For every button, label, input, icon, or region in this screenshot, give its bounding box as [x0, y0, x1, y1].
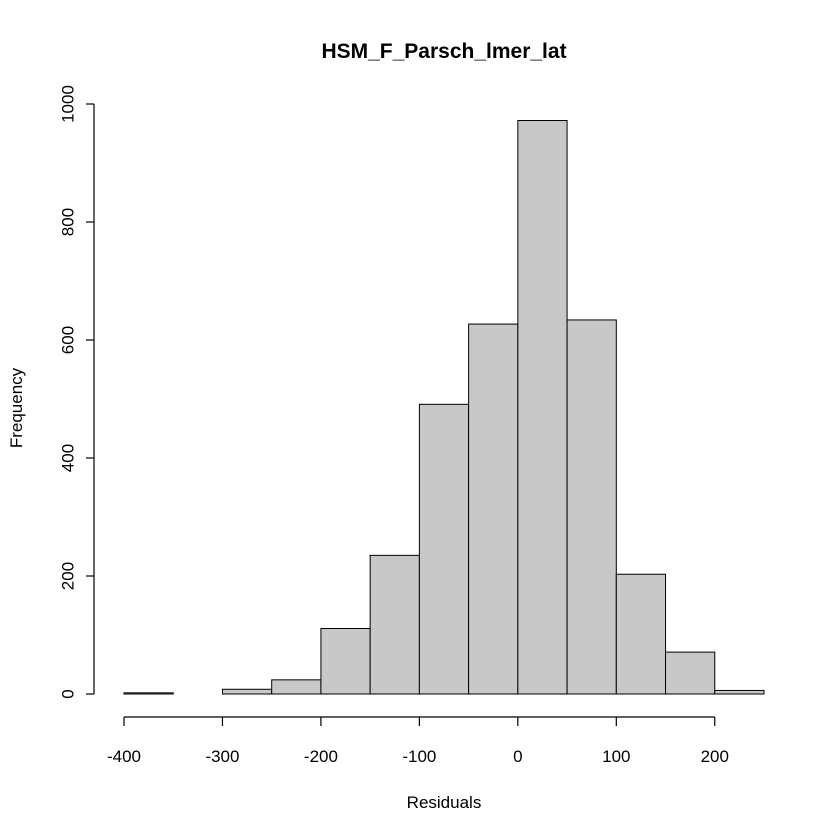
x-tick-label: -100: [402, 747, 436, 766]
x-tick-label: 200: [701, 747, 729, 766]
y-tick-label: 400: [59, 444, 78, 472]
histogram-bar: [665, 651, 716, 695]
histogram-bar: [369, 554, 420, 695]
histogram-bar: [320, 628, 371, 695]
x-tick-label: 0: [513, 747, 522, 766]
x-tick-label: 100: [602, 747, 630, 766]
histogram-bar: [714, 689, 765, 695]
y-tick-label: 200: [59, 562, 78, 590]
y-tick-label: 600: [59, 326, 78, 354]
histogram-bar: [517, 120, 568, 695]
histogram-bar: [468, 323, 519, 695]
x-tick-label: -300: [205, 747, 239, 766]
y-tick-label: 800: [59, 208, 78, 236]
histogram-bar: [123, 692, 174, 695]
chart-title: HSM_F_Parsch_lmer_lat: [321, 40, 566, 63]
histogram-bar: [615, 573, 667, 695]
x-tick-label: -200: [304, 747, 338, 766]
y-tick-label: 1000: [59, 85, 78, 123]
histogram-bar: [221, 688, 273, 695]
y-axis-label: Frequency: [7, 367, 26, 448]
y-axis: 0 200 400 600 800 1000: [59, 85, 95, 699]
histogram-bar: [566, 319, 617, 695]
histogram-bar: [418, 403, 470, 695]
x-axis: -400 -300 -200 -100 0 100 200: [107, 716, 729, 766]
histogram-bar: [271, 679, 322, 695]
x-tick-label: -400: [107, 747, 141, 766]
y-tick-label: 0: [59, 689, 78, 698]
x-axis-label: Residuals: [407, 793, 482, 812]
bars-group: [123, 120, 765, 695]
